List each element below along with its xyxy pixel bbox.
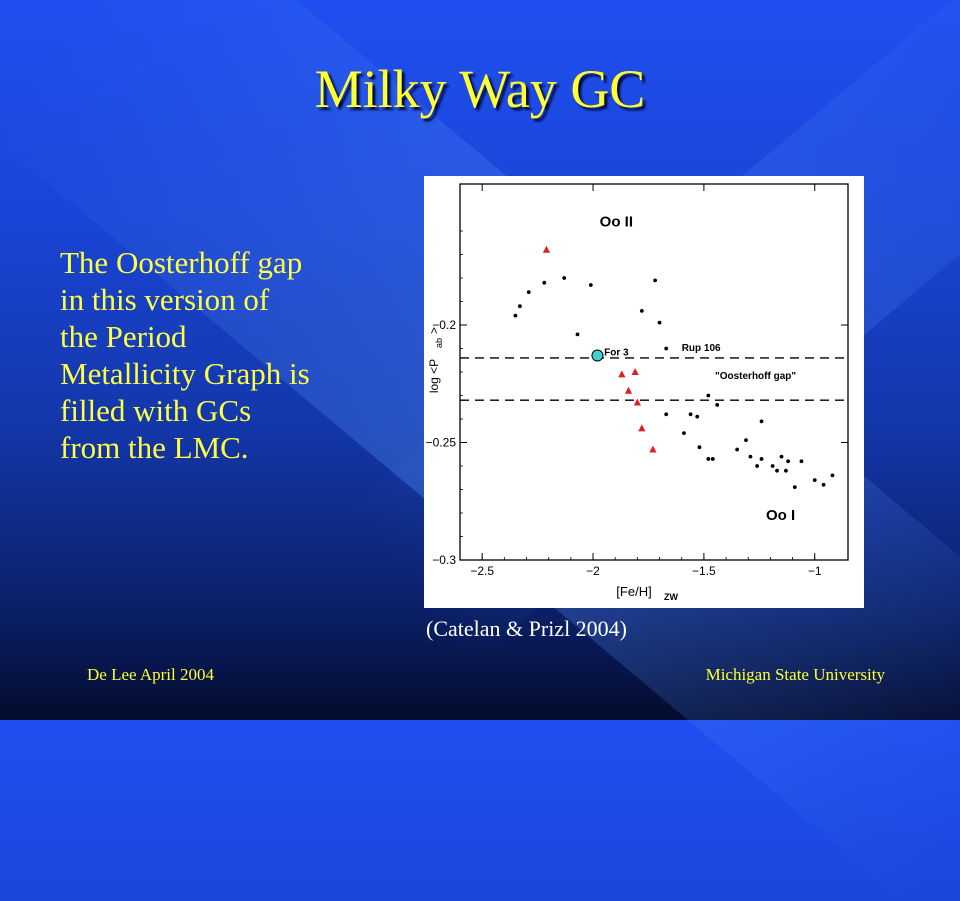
mw-gc-point (792, 485, 797, 490)
mw-gc-point (682, 431, 686, 435)
chart-annotation: Oo II (600, 213, 633, 230)
mw-gc-point (744, 438, 748, 443)
x-axis-label-subscript: ZW (664, 592, 678, 602)
lmc-gc-point (649, 445, 657, 453)
mw-gc-point (517, 304, 522, 309)
figure-caption: (Catelan & Prizl 2004) (426, 616, 628, 641)
chart-annotation: For 3 (604, 348, 629, 359)
slide-title: Milky Way GC (314, 59, 646, 119)
mw-gc-point (575, 332, 580, 337)
mw-gc-point (775, 468, 779, 473)
mw-gc-point (706, 457, 711, 461)
slide-body-text: The Oosterhoff gap in this version of th… (60, 245, 310, 465)
mw-gc-point (639, 309, 644, 313)
mw-gc-point (715, 403, 720, 407)
x-tick-label: −1.5 (692, 564, 716, 578)
lmc-gc-point (618, 370, 626, 378)
y-tick-label: −0.25 (426, 436, 457, 450)
period-metallicity-chart: −2.5 −2 −1.5 −1 −0.3 −0.25 −0.2 [Fe/H] ZW log <P a… (424, 176, 864, 608)
mw-gc-point (588, 283, 593, 287)
y-tick-label: −0.2 (432, 318, 456, 332)
y-axis-label-end: > (427, 327, 441, 334)
mw-gc-point (830, 473, 835, 478)
mw-gc-point (755, 464, 759, 468)
mw-gc-point (786, 459, 791, 464)
footer-institution: Michigan State University (705, 665, 885, 684)
y-tick-label: −0.3 (432, 553, 456, 567)
mw-gc-point (664, 346, 669, 351)
mw-gc-point (812, 478, 817, 482)
lmc-gc-point (638, 424, 646, 432)
lmc-gc-point (542, 245, 551, 253)
mw-gc-point (799, 459, 804, 464)
mw-gc-point (770, 464, 775, 468)
mw-gc-point (784, 468, 788, 473)
mw-gc-point (706, 393, 711, 398)
mw-gc-point (513, 313, 518, 318)
for3-point (591, 349, 604, 362)
footer-author-date: De Lee April 2004 (87, 665, 214, 684)
y-axis-label: log <P (427, 359, 441, 393)
mw-gc-point (748, 454, 753, 459)
lmc-gc-point (633, 398, 641, 406)
lmc-gc-point (631, 368, 639, 375)
mw-gc-point (697, 445, 702, 450)
lmc-gc-point (624, 386, 633, 394)
mw-gc-point (688, 412, 693, 417)
mw-gc-point (657, 320, 662, 325)
mw-gc-point (526, 290, 531, 294)
mw-gc-point (779, 454, 784, 459)
y-axis-label-subscript: ab (434, 338, 444, 348)
mw-gc-point (710, 457, 715, 461)
mw-gc-point (664, 412, 669, 417)
mw-gc-point (759, 419, 764, 424)
chart-annotation: "Oosterhoff gap" (715, 371, 796, 382)
mw-gc-point (821, 482, 826, 487)
mw-gc-point (695, 414, 700, 419)
mw-gc-point (653, 278, 658, 283)
x-tick-label: −2 (586, 564, 600, 578)
chart-annotation: Oo I (766, 507, 795, 524)
mw-gc-point (759, 457, 764, 461)
chart-annotation: Rup 106 (682, 343, 721, 354)
chart-svg: −2.5 −2 −1.5 −1 −0.3 −0.25 −0.2 [Fe/H] ZW log <P a… (426, 183, 849, 602)
mw-gc-point (542, 280, 547, 285)
x-tick-label: −2.5 (470, 564, 494, 578)
x-axis-label: [Fe/H] (616, 584, 651, 599)
mw-gc-point (562, 276, 567, 280)
mw-gc-point (735, 447, 740, 452)
x-tick-label: −1 (808, 564, 822, 578)
